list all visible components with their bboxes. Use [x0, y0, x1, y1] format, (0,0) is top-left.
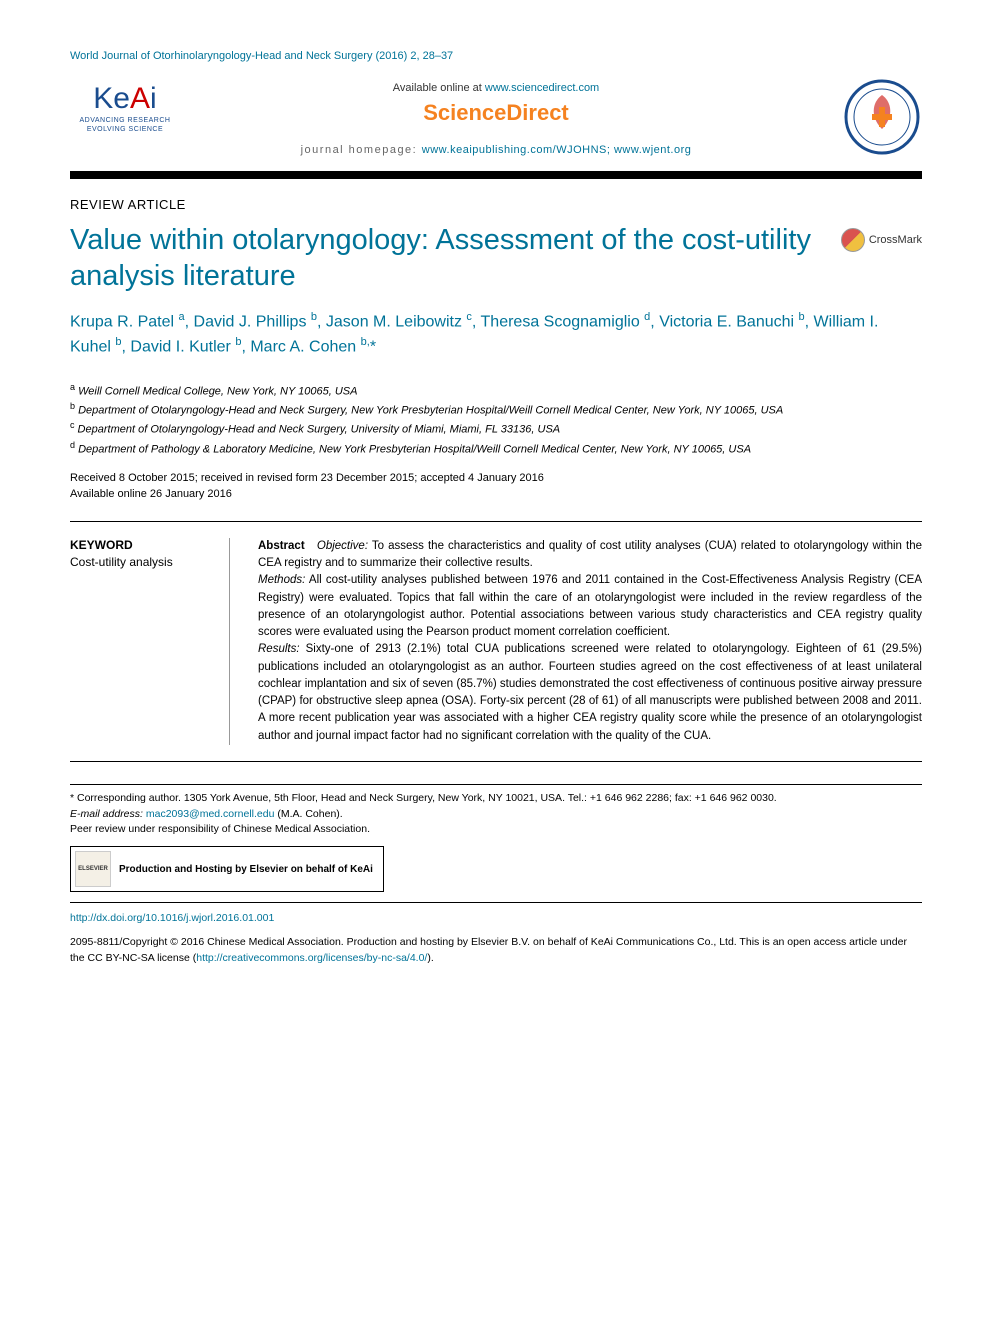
license-url[interactable]: http://creativecommons.org/licenses/by-n…	[196, 952, 427, 964]
doi-link[interactable]: http://dx.doi.org/10.1016/j.wjorl.2016.0…	[70, 912, 274, 924]
objective-label: Objective:	[317, 540, 368, 552]
keyword-column: KEYWORD Cost-utility analysis	[70, 538, 230, 745]
abstract-box: KEYWORD Cost-utility analysis Abstract O…	[70, 521, 922, 762]
elsevier-logo-icon: ELSEVIER	[75, 851, 111, 887]
results-text: Sixty-one of 2913 (2.1%) total CUA publi…	[258, 643, 922, 741]
doi-line: http://dx.doi.org/10.1016/j.wjorl.2016.0…	[70, 911, 922, 927]
keai-tagline-2: EVOLVING SCIENCE	[70, 125, 180, 134]
methods-label: Methods:	[258, 574, 305, 586]
journal-homepage-line: journal homepage: www.keaipublishing.com…	[70, 144, 922, 156]
article-type: REVIEW ARTICLE	[70, 197, 922, 212]
affiliation-line: b Department of Otolaryngology-Head and …	[70, 400, 922, 419]
available-prefix: Available online at	[393, 82, 485, 94]
author-list: Krupa R. Patel a, David J. Phillips b, J…	[70, 309, 922, 360]
journal-reference: World Journal of Otorhinolaryngology-Hea…	[70, 50, 922, 62]
footer-block: * Corresponding author. 1305 York Avenue…	[70, 784, 922, 967]
copyright-suffix: ).	[427, 952, 433, 964]
keai-logo: KeAi ADVANCING RESEARCH EVOLVING SCIENCE	[70, 82, 180, 134]
elsevier-hosting-text: Production and Hosting by Elsevier on be…	[119, 864, 373, 875]
online-line: Available online 26 January 2016	[70, 486, 922, 503]
email-link[interactable]: mac2093@med.cornell.edu	[146, 808, 275, 820]
article-title: Value within otolaryngology: Assessment …	[70, 222, 820, 295]
available-online-line: Available online at www.sciencedirect.co…	[70, 82, 922, 94]
crossmark-badge[interactable]: CrossMark	[832, 228, 922, 252]
affiliation-line: a Weill Cornell Medical College, New Yor…	[70, 381, 922, 400]
header-block: KeAi ADVANCING RESEARCH EVOLVING SCIENCE…	[70, 82, 922, 156]
society-seal-icon	[842, 77, 922, 157]
thick-rule	[70, 171, 922, 179]
affiliations: a Weill Cornell Medical College, New Yor…	[70, 381, 922, 458]
affiliation-line: c Department of Otolaryngology-Head and …	[70, 419, 922, 438]
email-suffix: (M.A. Cohen).	[274, 808, 342, 820]
thin-rule	[70, 902, 922, 903]
corresponding-author: * Corresponding author. 1305 York Avenue…	[70, 791, 922, 807]
homepage-prefix: journal homepage:	[301, 144, 422, 156]
methods-text: All cost-utility analyses published betw…	[258, 574, 922, 638]
peer-review-note: Peer review under responsibility of Chin…	[70, 822, 922, 838]
keai-wordmark: KeAi	[70, 82, 180, 116]
sciencedirect-url[interactable]: www.sciencedirect.com	[485, 82, 599, 94]
abstract-lead: Abstract	[258, 540, 305, 552]
copyright-line: 2095-8811/Copyright © 2016 Chinese Medic…	[70, 935, 922, 967]
elsevier-hosting-box: ELSEVIER Production and Hosting by Elsev…	[70, 846, 384, 892]
keai-tagline-1: ADVANCING RESEARCH	[70, 116, 180, 125]
history-dates: Received 8 October 2015; received in rev…	[70, 470, 922, 503]
crossmark-icon	[841, 228, 865, 252]
affiliation-line: d Department of Pathology & Laboratory M…	[70, 439, 922, 458]
sciencedirect-wordmark: ScienceDirect	[70, 100, 922, 126]
email-line: E-mail address: mac2093@med.cornell.edu …	[70, 807, 922, 823]
results-label: Results:	[258, 643, 300, 655]
received-line: Received 8 October 2015; received in rev…	[70, 470, 922, 487]
email-label: E-mail address:	[70, 808, 146, 820]
keyword-text: Cost-utility analysis	[70, 555, 219, 569]
keyword-heading: KEYWORD	[70, 538, 219, 552]
crossmark-label: CrossMark	[869, 234, 922, 246]
abstract-column: Abstract Objective: To assess the charac…	[258, 538, 922, 745]
journal-homepage-url[interactable]: www.keaipublishing.com/WJOHNS; www.wjent…	[422, 144, 692, 156]
